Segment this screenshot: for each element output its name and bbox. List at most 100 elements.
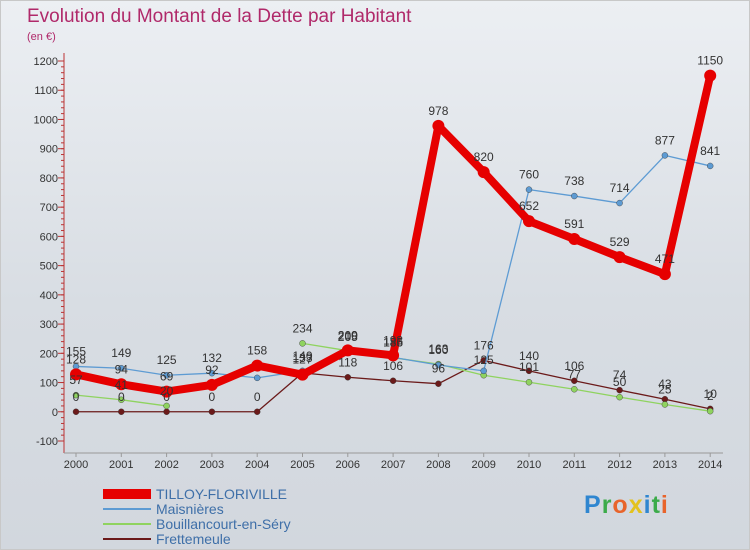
data-point	[616, 386, 623, 394]
data-label: 820	[474, 150, 494, 164]
data-label: 0	[73, 390, 80, 404]
data-label: 841	[700, 144, 720, 158]
legend-label: Frettemeule	[156, 531, 231, 547]
data-point	[115, 378, 128, 391]
data-point	[568, 233, 581, 246]
data-point	[707, 162, 714, 170]
data-label: 158	[247, 344, 267, 358]
data-label: 160	[428, 343, 448, 357]
data-label: 1150	[697, 54, 723, 68]
data-point	[299, 340, 306, 347]
data-point	[435, 361, 442, 369]
data-label: 106	[383, 359, 403, 373]
data-point	[704, 69, 717, 82]
data-label: 652	[519, 199, 539, 213]
data-label: 10	[704, 387, 718, 401]
legend-label: Maisnières	[156, 501, 224, 517]
data-point	[118, 396, 125, 403]
legend-item: TILLOY-FLORIVILLE	[103, 486, 287, 502]
legend-item: Maisnières	[103, 501, 224, 517]
data-point	[616, 393, 623, 401]
data-label: 2	[707, 389, 714, 403]
y-tick-label: 0	[52, 407, 58, 419]
data-label: 0	[209, 390, 216, 404]
data-label: 210	[338, 328, 358, 342]
x-tick-label: 2008	[426, 459, 450, 471]
data-point	[205, 378, 218, 391]
legend-item: Frettemeule	[103, 531, 231, 547]
data-label: 41	[115, 378, 129, 392]
y-tick-label: 600	[40, 231, 58, 243]
data-point	[296, 368, 309, 381]
data-label: 118	[338, 355, 357, 369]
data-point	[613, 251, 626, 264]
brand-letter: t	[651, 491, 661, 519]
x-tick-label: 2002	[154, 459, 178, 471]
data-label: 176	[474, 338, 494, 352]
data-label: 877	[655, 133, 675, 147]
data-label: 43	[658, 377, 672, 391]
y-tick-label: -100	[36, 436, 58, 448]
data-point	[616, 199, 623, 207]
y-tick-label: 100	[40, 378, 58, 390]
data-label: 591	[564, 217, 584, 231]
x-tick-label: 2013	[653, 459, 677, 471]
data-label: 234	[292, 321, 312, 335]
data-label: 205	[338, 330, 358, 344]
data-label: 25	[658, 382, 672, 396]
y-tick-label: 700	[40, 202, 58, 214]
y-tick-label: 1000	[34, 114, 58, 126]
legend-label: TILLOY-FLORIVILLE	[156, 486, 287, 502]
data-point	[254, 374, 261, 382]
data-label: 106	[564, 359, 584, 373]
legend-swatch	[103, 508, 151, 510]
x-tick-label: 2007	[381, 459, 405, 471]
legend-label: Bouillancourt-en-Séry	[156, 516, 291, 532]
data-label: 193	[383, 333, 403, 347]
data-label: 128	[66, 352, 86, 366]
data-point	[208, 369, 216, 377]
data-point	[571, 192, 578, 200]
y-tick-label: 800	[40, 173, 58, 185]
data-label: 978	[428, 104, 448, 118]
x-tick-label: 2001	[109, 459, 133, 471]
data-label: 760	[519, 168, 539, 182]
data-point	[341, 344, 354, 357]
data-label: 0	[163, 390, 170, 404]
data-label: 0	[254, 390, 261, 404]
data-point	[525, 379, 533, 386]
data-label: 127	[292, 353, 312, 367]
data-point	[163, 402, 170, 410]
data-point	[571, 377, 578, 384]
data-label: 140	[292, 349, 312, 363]
data-label: 74	[613, 368, 627, 382]
data-label: 209	[338, 329, 358, 343]
data-label: 50	[613, 375, 627, 389]
brand-letter: x	[628, 491, 644, 519]
brand-letter: r	[601, 491, 613, 519]
data-label: 101	[519, 360, 539, 374]
data-point	[707, 407, 714, 415]
x-tick-label: 2014	[698, 459, 722, 471]
chart-title: Evolution du Montant de la Dette par Hab…	[27, 6, 412, 27]
data-label: 0	[118, 390, 125, 404]
y-tick-label: 1100	[34, 85, 58, 97]
data-point	[661, 152, 669, 159]
x-tick-label: 2009	[471, 459, 495, 471]
data-point	[525, 186, 533, 193]
data-label: 69	[160, 370, 174, 384]
legend-swatch	[103, 538, 151, 540]
x-tick-label: 2004	[245, 459, 269, 471]
data-point	[72, 408, 80, 415]
data-point	[344, 374, 351, 381]
data-label: 163	[428, 342, 448, 356]
data-point	[480, 367, 487, 375]
data-point	[70, 368, 82, 381]
unit-label: (en €)	[27, 31, 56, 43]
legend-swatch	[103, 523, 151, 525]
data-label: 20	[160, 384, 174, 398]
data-point	[118, 365, 125, 372]
data-point	[432, 119, 445, 132]
data-label: 471	[655, 252, 675, 266]
x-tick-label: 2000	[64, 459, 88, 471]
